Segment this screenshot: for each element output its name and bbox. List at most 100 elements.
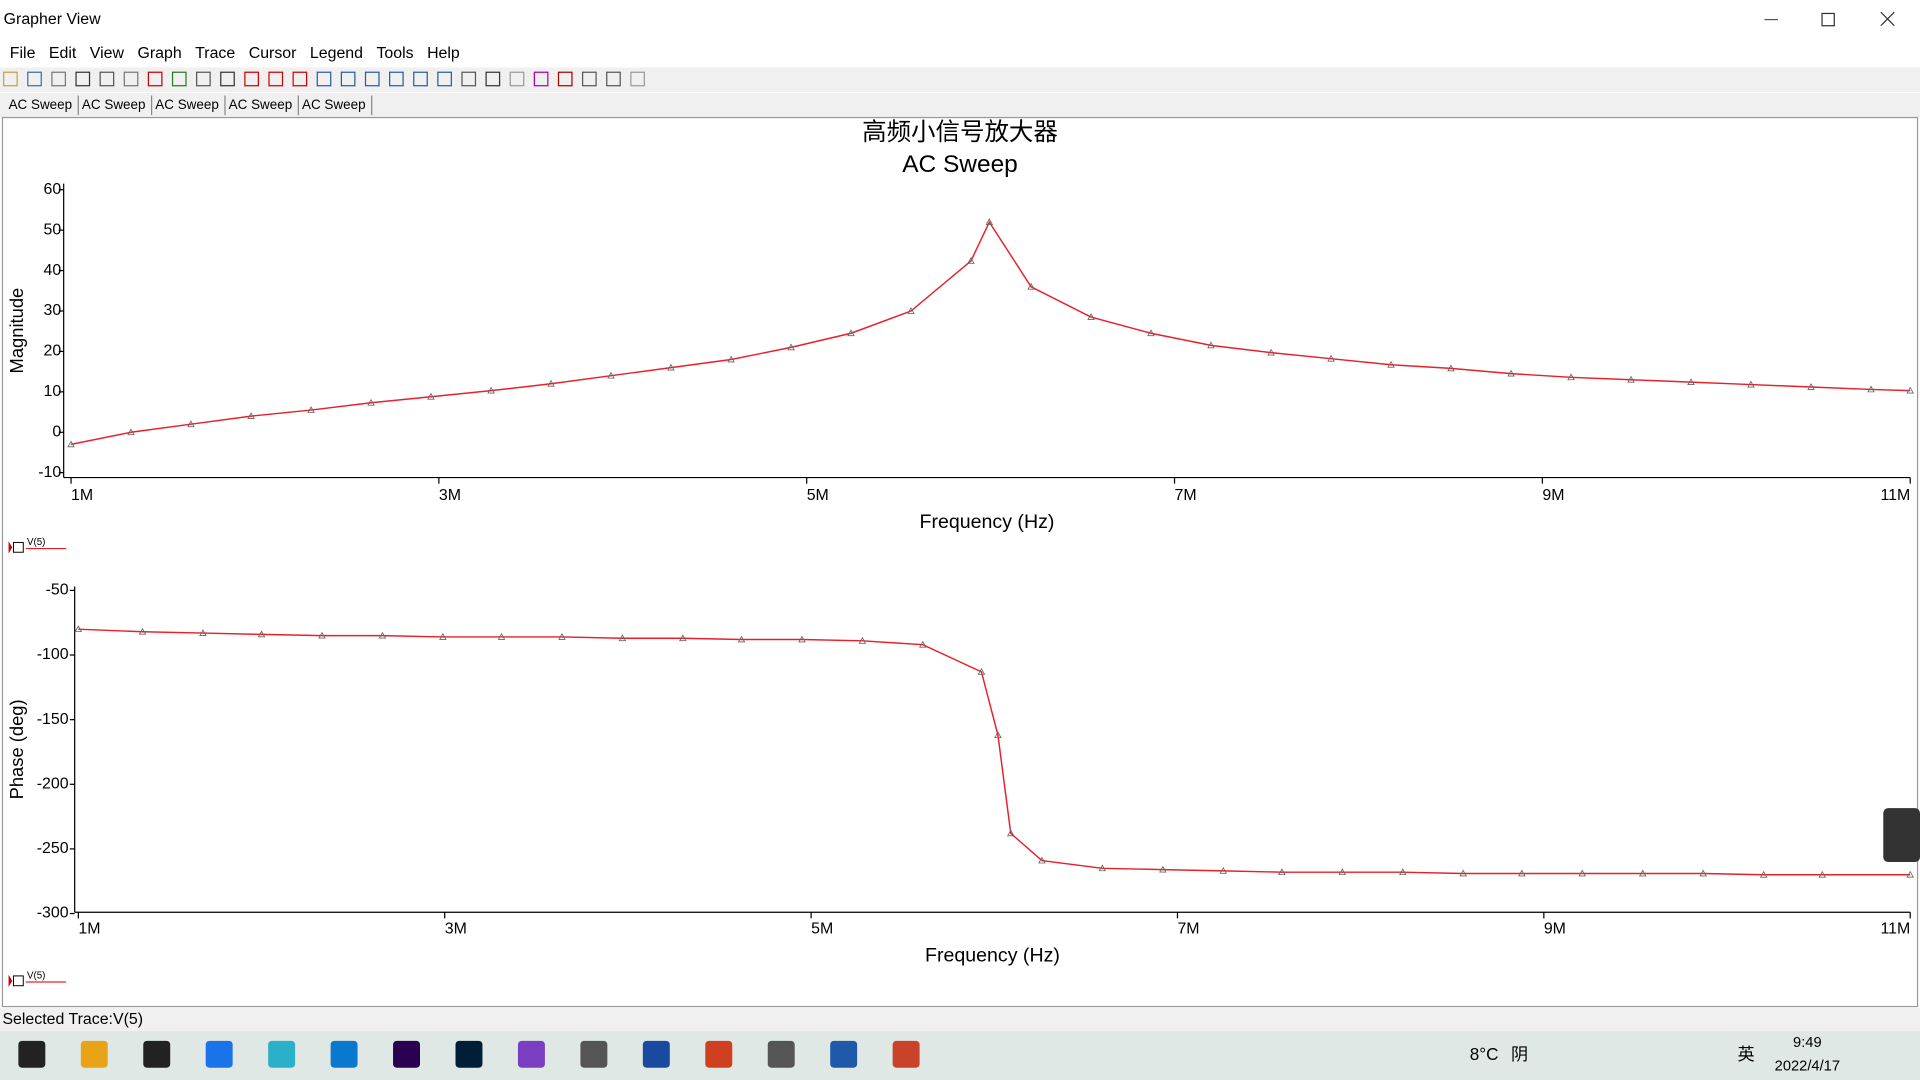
toolbar-button[interactable]: [437, 71, 452, 87]
legend-checkbox[interactable]: [12, 541, 24, 553]
legend-label: V(5): [27, 971, 45, 982]
trace-marker: [1747, 380, 1755, 388]
trace-marker: [1267, 348, 1275, 356]
trace-marker: [967, 256, 975, 264]
trace-marker: [1906, 870, 1914, 878]
toolbar-button[interactable]: [27, 71, 42, 87]
toolbar-button[interactable]: [581, 71, 597, 87]
toolbar-button[interactable]: [316, 71, 332, 87]
trace-marker: [307, 406, 315, 413]
menu-item[interactable]: Trace: [195, 45, 235, 62]
trace-marker: [1098, 864, 1107, 872]
taskbar-app[interactable]: [18, 1040, 46, 1068]
trace-marker: [1038, 856, 1046, 864]
taskbar-app[interactable]: [143, 1040, 171, 1068]
trace-marker: [1087, 313, 1095, 320]
toolbar-button[interactable]: [3, 71, 18, 87]
taskbar-app[interactable]: [205, 1040, 233, 1068]
toolbar-button[interactable]: [606, 71, 621, 87]
trace-marker: [1687, 378, 1695, 386]
trace-marker: [487, 386, 495, 394]
tab[interactable]: AC Sweep: [82, 97, 146, 112]
tab[interactable]: AC Sweep: [229, 97, 293, 112]
toolbar-button[interactable]: [509, 71, 525, 87]
toolbar-button[interactable]: [244, 71, 259, 87]
trace-marker: [1867, 385, 1875, 393]
trace-marker: [1818, 870, 1827, 878]
toolbar-button[interactable]: [557, 71, 573, 87]
menu-item[interactable]: Graph: [137, 45, 181, 62]
y-tick-label: 50: [44, 221, 62, 238]
menu-item[interactable]: Tools: [376, 45, 413, 62]
taskbar-app[interactable]: [892, 1040, 920, 1068]
menu-item[interactable]: File: [10, 45, 36, 62]
side-widget[interactable]: [1883, 808, 1920, 863]
trace-marker: [667, 363, 675, 371]
taskbar-app[interactable]: [330, 1040, 358, 1068]
toolbar-button[interactable]: [364, 71, 380, 87]
menu-item[interactable]: Edit: [49, 45, 77, 62]
toolbar-button[interactable]: [630, 71, 645, 87]
menu-item[interactable]: Cursor: [249, 45, 297, 62]
tab[interactable]: AC Sweep: [302, 97, 366, 112]
x-tick-label: 3M: [439, 487, 461, 504]
x-tick-label: 5M: [811, 921, 833, 938]
trace-line: [78, 628, 1911, 876]
trace-marker: [187, 420, 195, 428]
taskbar-app[interactable]: [455, 1040, 483, 1068]
menu-item[interactable]: View: [90, 45, 125, 62]
restore-button[interactable]: [1821, 12, 1835, 27]
toolbar-button[interactable]: [220, 71, 235, 87]
menu-item[interactable]: Help: [427, 45, 460, 62]
close-button[interactable]: [1880, 11, 1895, 27]
taskbar-app[interactable]: [767, 1040, 795, 1068]
menu-item[interactable]: Legend: [310, 45, 363, 62]
toolbar-button[interactable]: [123, 71, 139, 87]
toolbar-button[interactable]: [461, 71, 477, 87]
toolbar-button[interactable]: [389, 71, 404, 87]
trace-marker: [919, 640, 927, 648]
taskbar-app[interactable]: [830, 1040, 858, 1068]
taskbar-app[interactable]: [393, 1040, 420, 1068]
toolbar-button[interactable]: [533, 71, 549, 87]
trace-marker: [1207, 341, 1215, 349]
taskbar-app[interactable]: [517, 1040, 545, 1068]
y-tick-label: -250: [37, 840, 69, 857]
toolbar-button[interactable]: [340, 71, 356, 87]
toolbar-button[interactable]: [147, 71, 163, 87]
trace-marker: [67, 440, 75, 448]
trace-marker: [737, 635, 746, 643]
input-method[interactable]: 英: [1738, 1044, 1755, 1064]
toolbar-button[interactable]: [99, 71, 115, 87]
trace-marker: [679, 634, 687, 642]
legend-checkbox[interactable]: [12, 975, 24, 987]
tab[interactable]: AC Sweep: [155, 97, 219, 112]
tab[interactable]: AC Sweep: [9, 97, 73, 112]
trace-marker: [1578, 869, 1587, 877]
toolbar-button[interactable]: [196, 71, 211, 87]
toolbar-button[interactable]: [75, 71, 91, 87]
toolbar-button[interactable]: [485, 71, 501, 87]
trace-marker: [1459, 869, 1468, 877]
toolbar-button[interactable]: [51, 71, 67, 87]
taskbar-app[interactable]: [80, 1040, 108, 1068]
trace-marker: [1906, 386, 1914, 394]
toolbar-button[interactable]: [292, 71, 308, 87]
trace-marker: [1387, 360, 1395, 368]
taskbar-app[interactable]: [580, 1040, 608, 1068]
taskbar-app[interactable]: [268, 1040, 296, 1068]
taskbar-app[interactable]: [705, 1040, 733, 1068]
y-tick-label: -100: [37, 646, 69, 663]
y-tick-label: -50: [46, 582, 69, 599]
x-tick-label: 7M: [1175, 487, 1197, 504]
toolbar-button[interactable]: [171, 71, 187, 87]
toolbar-button[interactable]: [268, 71, 284, 87]
trace-marker: [547, 379, 555, 387]
taskbar-app[interactable]: [642, 1040, 670, 1068]
tab-strip: [0, 93, 1920, 118]
trace-marker: [1147, 329, 1155, 337]
x-axis-title: Frequency (Hz): [925, 944, 1060, 966]
toolbar-button[interactable]: [413, 71, 428, 87]
